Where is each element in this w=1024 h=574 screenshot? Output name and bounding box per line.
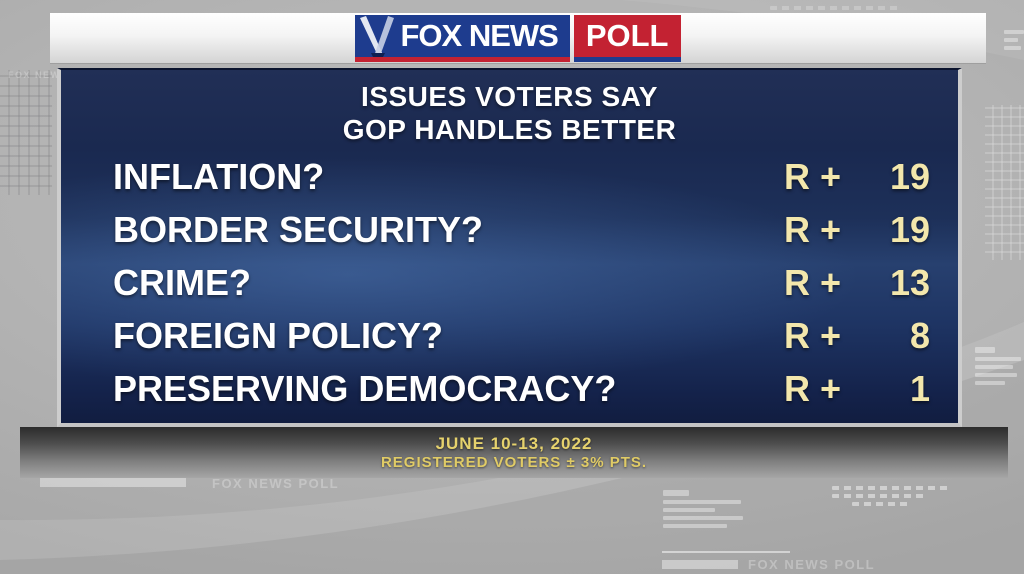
poll-row-foreign-policy: FOREIGN POLICY? R + 8: [113, 309, 930, 362]
value-prefix: R +: [784, 314, 842, 356]
texture-grid-right: [985, 105, 1024, 260]
poll-text: POLL: [585, 18, 669, 53]
poll-row-crime: CRIME? R + 13: [113, 256, 930, 309]
value-number: 8: [909, 314, 930, 356]
poll-sample-note: REGISTERED VOTERS ± 3% PTS.: [380, 454, 648, 471]
value-prefix: R +: [784, 367, 842, 409]
poll-row-label: FOREIGN POLICY?: [113, 314, 444, 356]
watermark-bottom-right: FOX NEWS POLL: [748, 557, 876, 572]
searchlight-icon: [360, 15, 395, 57]
texture-bar-1: [40, 478, 186, 487]
poll-row-inflation: INFLATION? R + 19: [113, 150, 930, 203]
poll-row-value: R + 1: [784, 368, 930, 410]
value-number: 19: [889, 208, 930, 250]
panel-title-line-2: GOP HANDLES BETTER: [342, 114, 677, 145]
value-prefix: R +: [784, 261, 842, 303]
poll-row-value: R + 8: [784, 315, 930, 357]
texture-block-topright: [1004, 26, 1024, 54]
poll-date: JUNE 10-13, 2022: [435, 434, 593, 453]
footer-bar: JUNE 10-13, 2022 REGISTERED VOTERS ± 3% …: [20, 427, 1008, 478]
watermark-bottom-left: FOX NEWS POLL: [212, 476, 340, 491]
poll-row-value: R + 13: [784, 262, 930, 304]
poll-rows: INFLATION? R +19 BORDER SECURITY? R +19 …: [113, 150, 930, 415]
texture-bar-2: [662, 560, 738, 569]
value-prefix: R +: [784, 155, 842, 197]
texture-dashes-bottomright: [832, 482, 952, 510]
poll-panel: ISSUES VOTERS SAY GOP HANDLES BETTER INF…: [57, 68, 962, 427]
texture-block-right: [975, 343, 1021, 389]
texture-grid-left: [0, 70, 52, 195]
fox-news-wordmark: FOX NEWS: [355, 14, 570, 62]
poll-row-preserving-democracy: PRESERVING DEMOCRACY? R + 1: [113, 362, 930, 415]
texture-line-3: [662, 551, 790, 553]
poll-row-label: CRIME?: [113, 261, 251, 303]
poll-row-label: INFLATION?: [113, 155, 325, 197]
poll-row-border-security: BORDER SECURITY? R + 19: [113, 203, 930, 256]
value-prefix: R +: [784, 208, 842, 250]
poll-badge: POLL: [573, 14, 681, 62]
poll-row-label: BORDER SECURITY?: [113, 208, 484, 250]
panel-title-line-1: ISSUES VOTERS SAY: [361, 81, 658, 112]
poll-row-value: R + 19: [784, 156, 930, 198]
fox-news-poll-logo: FOX NEWS POLL: [355, 14, 681, 62]
texture-block-bottomright: [663, 486, 745, 532]
value-number: 13: [889, 261, 930, 303]
panel-title: ISSUES VOTERS SAY GOP HANDLES BETTER: [61, 70, 958, 146]
fox-news-text: FOX NEWS: [400, 18, 558, 53]
poll-row-value: R + 19: [784, 209, 930, 251]
header-bar: FOX NEWS POLL: [50, 13, 986, 64]
value-number: 1: [909, 367, 930, 409]
poll-row-label: PRESERVING DEMOCRACY?: [113, 367, 617, 409]
value-number: 19: [889, 155, 930, 197]
